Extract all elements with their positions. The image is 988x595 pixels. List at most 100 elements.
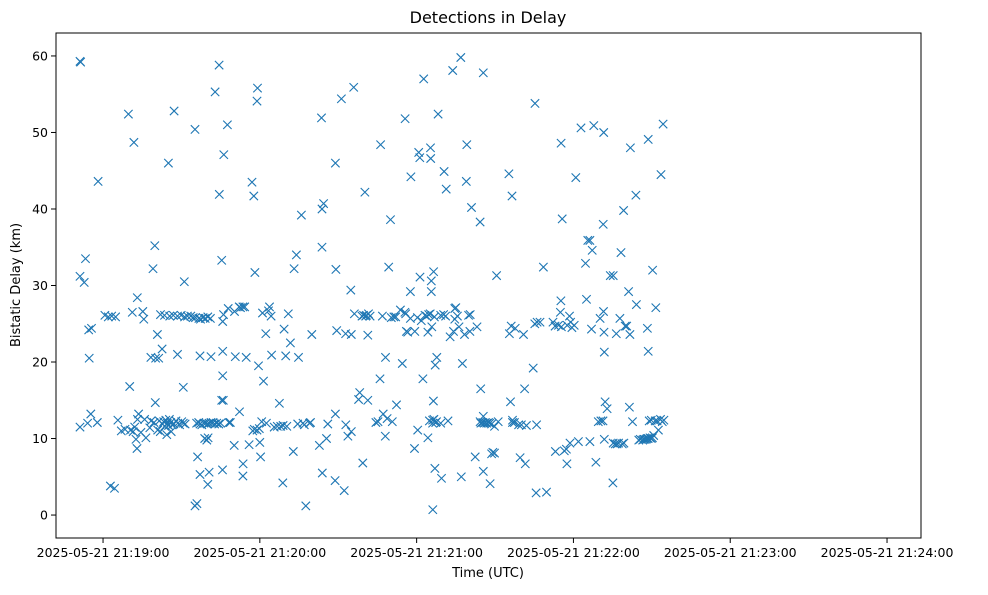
y-tick-label: 50: [32, 125, 48, 140]
data-point-105: [204, 467, 214, 477]
data-point-193: [317, 204, 327, 214]
data-point-378: [565, 438, 575, 448]
data-point-282: [428, 505, 438, 515]
data-points: [75, 52, 669, 515]
data-point-12: [93, 176, 103, 186]
data-point-196: [321, 433, 332, 444]
data-point-422: [608, 478, 618, 488]
data-point-384: [583, 235, 593, 245]
data-point-222: [363, 330, 373, 340]
data-point-244: [400, 114, 410, 124]
data-point-381: [576, 123, 586, 133]
data-point-287: [436, 418, 446, 428]
data-point-385: [585, 235, 595, 245]
data-point-299: [451, 303, 461, 313]
data-point-83: [179, 277, 189, 287]
data-point-328: [478, 411, 488, 421]
data-point-155: [256, 452, 266, 462]
data-point-47: [152, 329, 162, 340]
data-point-144: [238, 459, 248, 469]
data-point-56: [161, 415, 171, 425]
data-point-296: [448, 65, 458, 76]
data-point-334: [492, 271, 502, 281]
data-point-178: [285, 338, 295, 348]
data-point-16: [111, 312, 121, 322]
data-point-28: [132, 414, 143, 424]
data-point-233: [380, 352, 391, 362]
data-point-212: [349, 82, 359, 92]
data-point-141: [240, 302, 250, 312]
data-point-43: [151, 353, 161, 363]
data-point-96: [195, 351, 205, 361]
data-point-209: [346, 285, 356, 295]
data-point-123: [217, 255, 227, 265]
data-point-128: [218, 371, 228, 381]
data-point-419: [624, 402, 634, 412]
data-point-46: [150, 241, 160, 251]
data-point-15: [107, 311, 117, 321]
y-tick-label: 0: [40, 508, 48, 523]
data-point-413: [619, 438, 629, 448]
data-point-369: [557, 214, 567, 224]
data-point-392: [596, 416, 606, 426]
data-point-442: [648, 265, 658, 275]
data-point-393: [595, 313, 605, 323]
data-point-24: [125, 381, 135, 392]
data-point-162: [258, 376, 269, 386]
data-point-379: [571, 173, 581, 183]
data-point-165: [264, 302, 275, 312]
data-point-358: [535, 317, 545, 327]
data-point-407: [611, 329, 621, 339]
data-point-438: [642, 323, 652, 333]
data-point-132: [222, 120, 232, 130]
data-point-7: [84, 353, 94, 363]
data-point-275: [429, 312, 439, 322]
x-tick-label: 2025-05-21 21:19:00: [37, 545, 170, 560]
data-point-383: [581, 294, 592, 304]
data-point-223: [363, 395, 373, 405]
data-point-399: [598, 416, 608, 426]
data-point-87: [192, 418, 202, 428]
data-point-6: [86, 323, 97, 333]
data-point-106: [203, 479, 213, 489]
data-point-344: [509, 417, 519, 428]
data-point-446: [653, 425, 663, 435]
data-point-121: [214, 189, 224, 199]
data-point-329: [485, 479, 495, 489]
data-point-355: [531, 488, 541, 498]
data-point-227: [373, 417, 383, 427]
data-point-265: [423, 327, 433, 337]
data-point-254: [412, 313, 422, 323]
data-point-68: [165, 311, 175, 321]
data-point-285: [430, 463, 440, 473]
data-point-3: [80, 254, 91, 264]
data-point-443: [651, 303, 661, 313]
x-tick-label: 2025-05-21 21:21:00: [350, 545, 483, 560]
data-point-82: [178, 382, 188, 392]
data-point-259: [413, 425, 423, 435]
data-point-402: [599, 434, 609, 444]
data-point-11: [92, 417, 102, 428]
data-point-125: [218, 316, 228, 327]
data-point-336: [504, 169, 514, 179]
data-point-186: [299, 420, 309, 430]
data-point-357: [532, 317, 542, 327]
data-point-22: [123, 109, 133, 119]
data-point-5: [84, 325, 94, 335]
data-point-215: [355, 388, 365, 398]
data-point-118: [216, 418, 226, 428]
data-point-288: [436, 473, 447, 483]
data-point-340: [507, 191, 517, 201]
data-point-421: [627, 417, 638, 427]
data-point-93: [192, 499, 202, 509]
data-point-44: [150, 398, 160, 408]
data-point-117: [214, 419, 224, 429]
data-point-143: [241, 352, 251, 362]
x-tick-label: 2025-05-21 21:23:00: [664, 545, 797, 560]
data-point-160: [257, 308, 268, 318]
data-point-119: [210, 87, 220, 97]
data-point-23: [129, 137, 139, 147]
data-point-86: [190, 313, 201, 323]
data-point-310: [465, 326, 475, 336]
data-point-35: [139, 314, 149, 324]
